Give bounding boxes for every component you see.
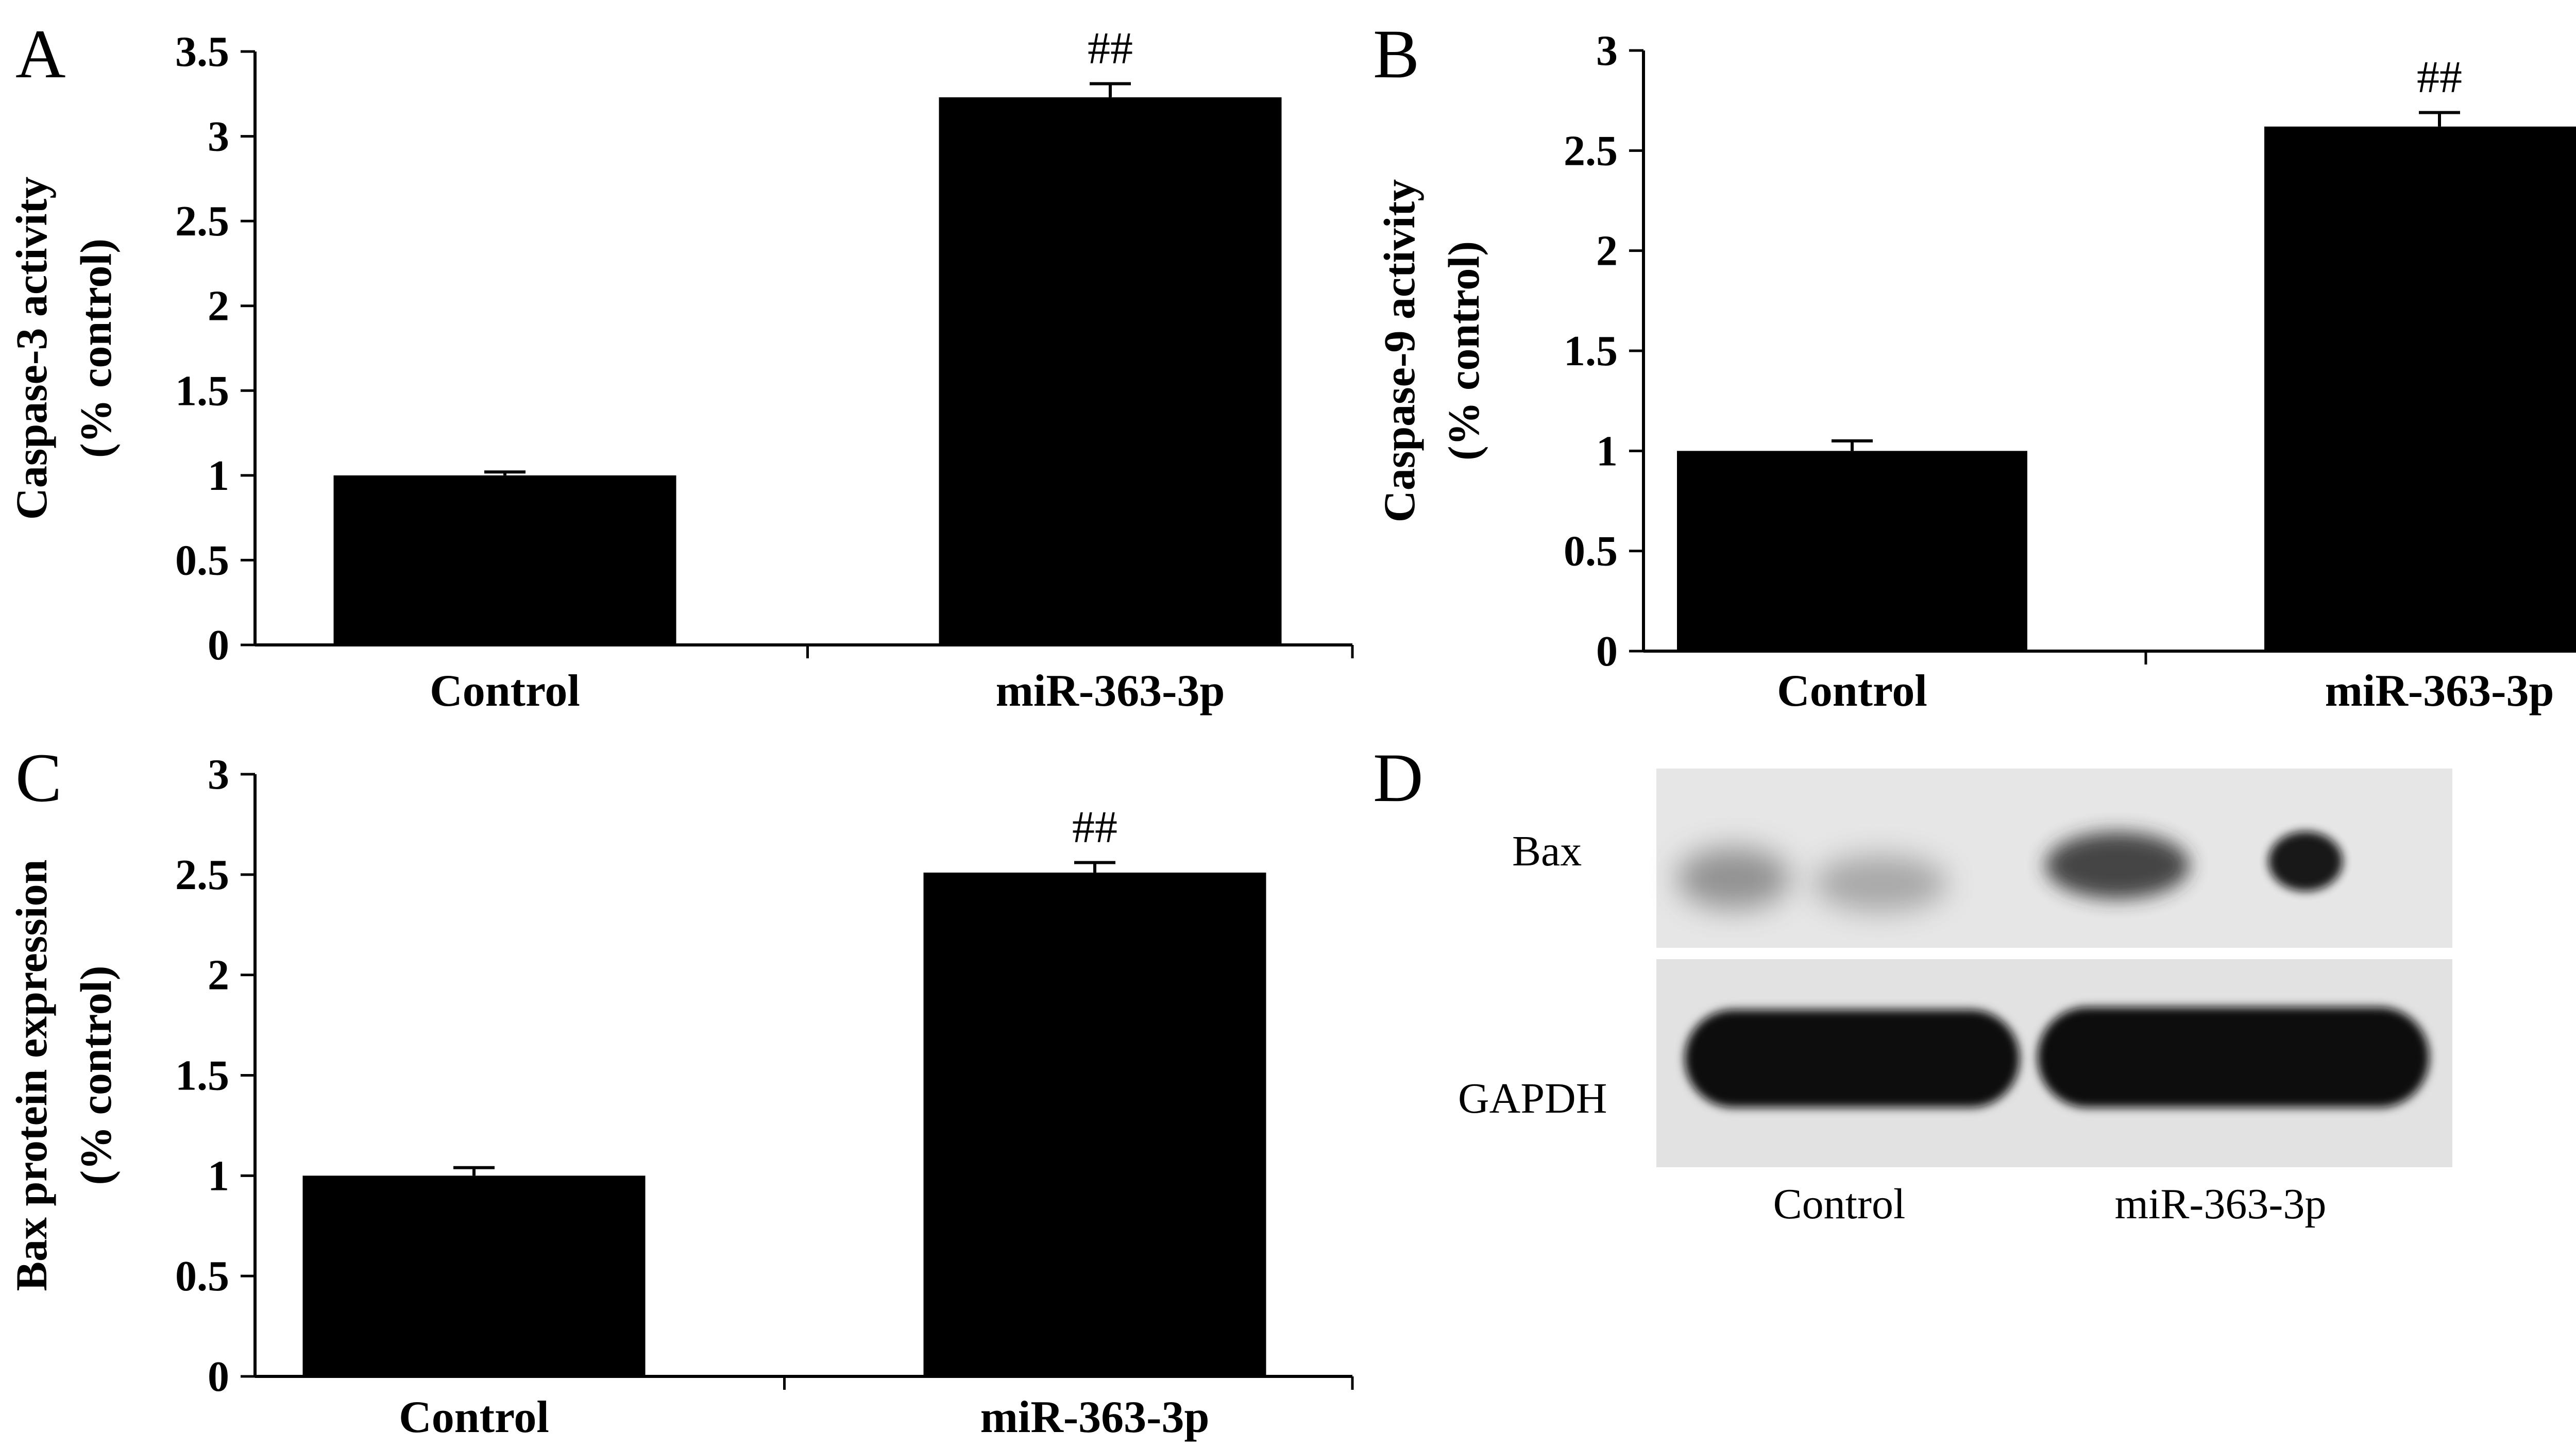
y-tick-label: 0 [208, 621, 229, 669]
y-tick-label: 2.5 [175, 197, 229, 245]
significance-annotation: ## [1088, 24, 1133, 74]
bax-band-control-1 [1677, 847, 1790, 909]
y-tick-label: 0 [1596, 627, 1618, 675]
panel-letter-d: D [1373, 740, 1423, 816]
y-tick-label: 2 [208, 282, 229, 330]
y-tick-label: 2 [1596, 227, 1618, 275]
y-tick-label: 1 [208, 1152, 229, 1200]
gapdh-band-mir [2038, 1007, 2429, 1108]
y-tick-label: 0.5 [1564, 527, 1618, 575]
bar-control [1677, 451, 2027, 651]
y-axis-title-line: Caspase-3 activity [7, 177, 56, 520]
chart-panel-c: C 0 0.5 1 1.5 2 2.5 3 Control ## miR-363-3p Bax pro… [7, 740, 1354, 1442]
y-tick-label: 1 [1596, 427, 1618, 475]
chart-panel-a: A 0 0.5 1 1.5 2 2.5 3 3.5 Control ## miR-363-3p Casp… [7, 16, 1354, 716]
blot-lane-label-mir-363-3p: miR-363-3p [2115, 1180, 2327, 1228]
bar-mir-363-3p [2264, 126, 2576, 651]
bar-control [302, 1176, 646, 1376]
bax-band-mir-1 [2045, 832, 2190, 899]
y-tick-label: 1.5 [175, 1052, 229, 1100]
panel-letter-b: B [1373, 16, 1419, 93]
y-axis-title-line: (% control) [71, 239, 121, 458]
y-tick-label: 0.5 [175, 536, 229, 584]
y-tick-label: 3.5 [175, 28, 229, 76]
blot-row-label-gapdh: GAPDH [1458, 1075, 1607, 1122]
panel-letter-c: C [15, 740, 62, 816]
blot-row-label-bax: Bax [1512, 827, 1582, 875]
bar-mir-363-3p [939, 97, 1282, 645]
panel-letter-a: A [15, 16, 66, 93]
x-category-label: miR-363-3p [996, 666, 1225, 716]
x-category-label: miR-363-3p [2325, 666, 2554, 716]
x-category-label: Control [1777, 666, 1927, 716]
chart-panel-b: B 0 0.5 1 1.5 2 2.5 3 Control ## miR-363-3p Caspase… [1373, 16, 2576, 716]
y-axis-title-line: (% control) [71, 966, 121, 1185]
western-blot-panel-d: D Bax GAPDH Control miR-363-3p [1373, 740, 2452, 1228]
significance-annotation: ## [2417, 52, 2462, 102]
y-tick-label: 0 [208, 1353, 229, 1401]
y-tick-label: 3 [1596, 27, 1618, 75]
x-category-label: Control [399, 1392, 549, 1442]
significance-annotation: ## [1072, 802, 1117, 852]
x-category-label: miR-363-3p [980, 1392, 1210, 1442]
y-axis-title-line: Caspase-9 activity [1375, 179, 1424, 522]
bax-band-mir-2 [2268, 831, 2343, 891]
blot-lane-label-control: Control [1773, 1180, 1906, 1228]
bar-mir-363-3p [923, 872, 1266, 1376]
y-tick-label: 0.5 [175, 1252, 229, 1300]
y-tick-label: 3 [208, 751, 229, 798]
x-category-label: Control [430, 666, 580, 716]
y-tick-label: 1.5 [175, 367, 229, 415]
y-tick-label: 2.5 [1564, 127, 1618, 175]
y-tick-label: 2 [208, 951, 229, 999]
gapdh-band-control [1685, 1010, 2020, 1108]
y-axis-title-line: Bax protein expression [7, 860, 56, 1291]
y-tick-label: 1.5 [1564, 327, 1618, 375]
y-tick-label: 1 [208, 452, 229, 500]
bar-control [333, 475, 676, 645]
y-tick-label: 3 [208, 113, 229, 161]
y-axis-title-line: (% control) [1439, 241, 1488, 461]
y-tick-label: 2.5 [175, 851, 229, 899]
bax-band-control-2 [1814, 855, 1947, 912]
